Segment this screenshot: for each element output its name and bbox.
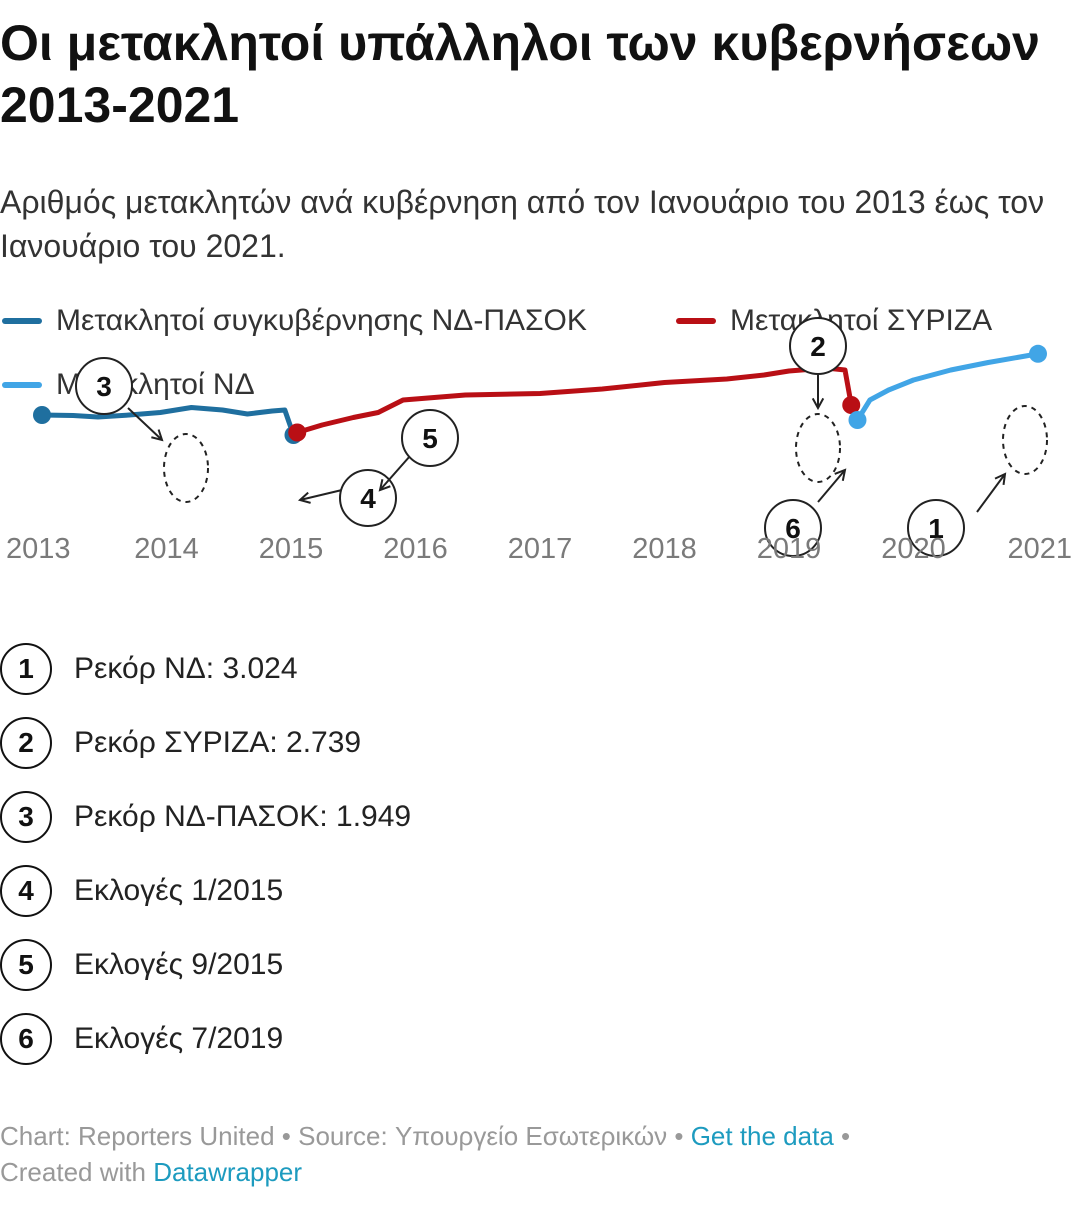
annotation-arrowhead bbox=[811, 397, 825, 411]
annotation-marker-circle bbox=[764, 499, 822, 557]
x-tick-label: 2016 bbox=[383, 533, 448, 565]
footer-separator: • bbox=[274, 1121, 299, 1151]
annotation-arrow bbox=[127, 407, 163, 441]
series-start-point-0 bbox=[33, 406, 51, 424]
annotation-marker-number: 3 bbox=[96, 371, 112, 402]
footer-separator: • bbox=[667, 1121, 691, 1151]
annotation-marker-circle bbox=[75, 357, 133, 415]
x-axis-ticks: 2013 2014 2015 2016 2017 2018 2019 2020 2021 bbox=[6, 533, 1072, 565]
annotation-marker-circle bbox=[401, 409, 459, 467]
footer-separator: • bbox=[833, 1121, 851, 1151]
x-tick-label: 2013 bbox=[6, 533, 71, 565]
x-tick-label: 2015 bbox=[259, 533, 324, 565]
annotation-marker-number: 2 bbox=[810, 331, 826, 362]
x-tick-label: 2019 bbox=[757, 533, 822, 565]
series-line-0 bbox=[39, 405, 296, 438]
note-row: 3 Ρεκόρ ΝΔ-ΠΑΣΟΚ: 1.949 bbox=[0, 780, 1080, 854]
note-number: 3 bbox=[0, 791, 52, 843]
annotation-arrow bbox=[817, 469, 846, 503]
note-row: 4 Εκλογές 1/2015 bbox=[0, 854, 1080, 928]
note-number: 6 bbox=[0, 1013, 52, 1065]
get-the-data-link[interactable]: Get the data bbox=[690, 1121, 834, 1151]
legend-swatch-nd bbox=[2, 382, 42, 388]
chart-footer: Chart: Reporters United • Source: Υπουργ… bbox=[0, 1118, 1075, 1190]
created-with-text: Created with bbox=[0, 1157, 154, 1187]
note-text: Ρεκόρ ΝΔ: 3.024 bbox=[74, 652, 298, 685]
x-tick-label: 2018 bbox=[632, 533, 697, 565]
x-tick-label: 2014 bbox=[134, 533, 199, 565]
annotation-marker-number: 6 bbox=[785, 513, 801, 544]
annotation-arrowhead bbox=[151, 429, 164, 442]
annotation-marker-circle bbox=[907, 499, 965, 557]
legend-label-nd-pasok: Μετακλητοί συγκυβέρνησης ΝΔ-ΠΑΣΟΚ bbox=[56, 304, 587, 337]
note-number: 5 bbox=[0, 939, 52, 991]
annotation-arrow bbox=[379, 455, 411, 491]
annotation-arrowhead bbox=[994, 472, 1007, 486]
note-row: 2 Ρεκόρ ΣΥΡΙΖΑ: 2.739 bbox=[0, 706, 1080, 780]
annotation-layer: 1 2 3 4 5 6 bbox=[75, 317, 1048, 557]
data-source: Source: Υπουργείο Εσωτερικών bbox=[298, 1121, 668, 1151]
note-row: 6 Εκλογές 7/2019 bbox=[0, 1002, 1080, 1076]
legend-item-nd-pasok: Μετακλητοί συγκυβέρνησης ΝΔ-ΠΑΣΟΚ bbox=[2, 304, 587, 338]
annotation-arrowhead bbox=[834, 468, 847, 481]
note-text: Εκλογές 1/2015 bbox=[74, 874, 284, 907]
note-text: Ρεκόρ ΝΔ-ΠΑΣΟΚ: 1.949 bbox=[74, 800, 412, 833]
highlight-ellipse bbox=[163, 433, 209, 503]
series-start-point-2 bbox=[848, 411, 867, 429]
chart-credit: Chart: Reporters United bbox=[0, 1121, 275, 1151]
annotation-arrowhead bbox=[378, 479, 391, 492]
annotation-marker-circle bbox=[789, 317, 847, 375]
chart-subtitle: Αριθμός μετακλητών ανά κυβέρνηση από τον… bbox=[0, 184, 1045, 264]
legend-swatch-syriza bbox=[676, 318, 716, 324]
chart-title: Οι μετακλητοί υπάλληλοι των κυβερνήσεων … bbox=[0, 15, 1040, 133]
highlight-ellipse bbox=[795, 413, 841, 483]
annotation-marker-number: 1 bbox=[928, 513, 944, 544]
series-line-1 bbox=[294, 365, 854, 435]
annotation-arrowhead bbox=[297, 491, 311, 504]
note-text: Ρεκόρ ΣΥΡΙΖΑ: 2.739 bbox=[74, 726, 362, 759]
x-tick-label: 2021 bbox=[1007, 533, 1072, 565]
series-end-point-1 bbox=[842, 396, 861, 414]
x-tick-label: 2020 bbox=[881, 533, 946, 565]
legend-item-syriza: Μετακλητοί ΣΥΡΙΖΑ bbox=[676, 304, 992, 338]
note-row: 1 Ρεκόρ ΝΔ: 3.024 bbox=[0, 632, 1080, 706]
legend-label-syriza: Μετακλητοί ΣΥΡΙΖΑ bbox=[730, 304, 993, 337]
highlight-ellipse bbox=[1002, 405, 1048, 475]
annotation-arrow bbox=[976, 473, 1006, 513]
x-tick-label: 2017 bbox=[508, 533, 573, 565]
note-number: 1 bbox=[0, 643, 52, 695]
datawrapper-link[interactable]: Datawrapper bbox=[153, 1157, 303, 1187]
note-number: 4 bbox=[0, 865, 52, 917]
legend-swatch-nd-pasok bbox=[2, 318, 42, 324]
annotation-marker-number: 4 bbox=[360, 483, 376, 514]
series-line-2 bbox=[855, 351, 1041, 423]
series-end-point-2 bbox=[1029, 344, 1047, 363]
note-number: 2 bbox=[0, 717, 52, 769]
annotation-arrow bbox=[299, 489, 343, 501]
note-text: Εκλογές 9/2015 bbox=[74, 948, 284, 981]
series-start-point-1 bbox=[288, 423, 307, 442]
note-row: 5 Εκλογές 9/2015 bbox=[0, 928, 1080, 1002]
note-text: Εκλογές 7/2019 bbox=[74, 1022, 284, 1055]
annotation-notes: 1 Ρεκόρ ΝΔ: 3.024 2 Ρεκόρ ΣΥΡΙΖΑ: 2.739 … bbox=[0, 632, 1080, 1076]
annotation-marker-number: 5 bbox=[422, 423, 438, 454]
series-layer bbox=[33, 344, 1047, 444]
